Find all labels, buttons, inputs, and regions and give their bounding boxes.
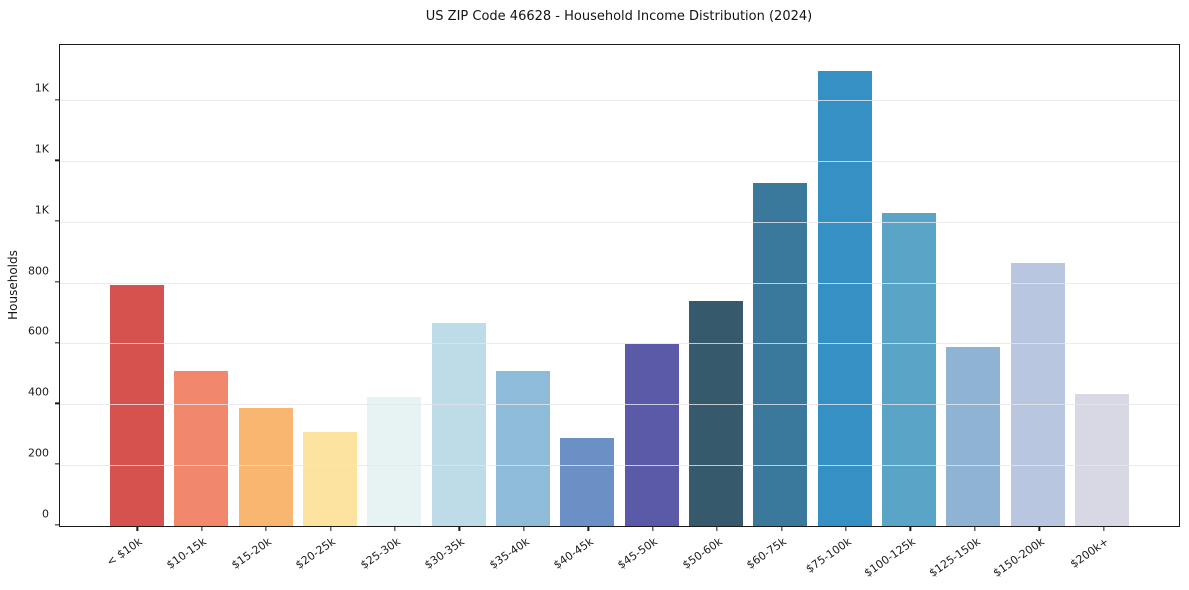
x-tick-mark [201, 526, 203, 531]
x-tick-mark [1038, 526, 1040, 531]
bar [946, 346, 1001, 526]
bar-slot [748, 45, 812, 526]
x-tick-label: $10-15k [164, 535, 210, 572]
bar-slot [941, 45, 1005, 526]
bar-slot [427, 45, 491, 526]
x-tick-mark [587, 526, 589, 531]
gridline [60, 464, 1179, 466]
x-tick-mark [780, 526, 783, 531]
x-tick-mark [394, 526, 396, 531]
x-tick-mark [329, 526, 332, 531]
y-tick-mark [55, 98, 60, 101]
bar [431, 322, 486, 526]
bar-slot [620, 45, 684, 526]
y-tick-label: 1K [34, 81, 49, 95]
y-tick-label: 1K [34, 142, 49, 156]
bar-slot [555, 45, 619, 526]
y-tick-label: 200 [28, 446, 49, 460]
x-tick-label: $150-200k [990, 535, 1047, 580]
bar-slot [812, 45, 876, 526]
gridline [60, 343, 1179, 345]
gridline [60, 282, 1179, 284]
x-tick-mark [909, 526, 912, 531]
bar-slot [1070, 45, 1134, 526]
bar [688, 301, 743, 526]
x-tick-mark [523, 526, 525, 531]
y-tick-mark [55, 281, 60, 283]
bar [303, 431, 358, 526]
bar [496, 371, 551, 526]
bars-area [105, 45, 1134, 526]
x-tick-label: $60-75k [744, 535, 790, 572]
bar-slot [362, 45, 426, 526]
x-tick-label: $50-60k [680, 535, 725, 572]
x-tick-label: $75-100k [803, 535, 854, 576]
x-tick-label: $200k+ [1068, 535, 1112, 571]
bar [753, 182, 808, 526]
y-tick-mark [55, 341, 60, 344]
y-tick-label: 0 [42, 507, 49, 520]
bar-slot [491, 45, 555, 526]
y-tick-mark [55, 220, 60, 222]
bar-slot [105, 45, 169, 526]
x-tick-mark [265, 526, 267, 531]
x-tick-label: $100-125k [861, 535, 918, 580]
y-axis-label: Households [6, 250, 20, 320]
x-tick-label: $35-40k [486, 535, 532, 572]
x-tick-label: < $10k [104, 535, 145, 569]
y-tick-label: 600 [28, 324, 49, 338]
bar [817, 70, 872, 526]
y-tick-label: 1K [34, 203, 49, 217]
x-tick-label: $20-25k [293, 535, 338, 572]
bar [1074, 393, 1129, 526]
plot-area: 0 200 400 600 800 1K 1K 1K < $10k $10-15k $15-20k $… [28, 44, 1180, 580]
gridline [60, 100, 1179, 102]
bar [110, 284, 165, 526]
x-tick-label: $30-35k [422, 535, 467, 572]
x-tick-label: $45-50k [615, 535, 661, 572]
bar [560, 437, 615, 526]
bar-slot [298, 45, 362, 526]
x-tick-mark [136, 526, 138, 531]
bar [624, 344, 679, 526]
y-tick-mark [55, 463, 60, 465]
bar [174, 371, 229, 526]
bar [367, 396, 422, 526]
y-tick-label: 400 [28, 385, 49, 399]
bar-slot [169, 45, 233, 526]
bar-slot [684, 45, 748, 526]
x-tick-label: $125-150k [926, 535, 983, 580]
x-tick-mark [1103, 526, 1105, 531]
x-tick-mark [845, 526, 847, 531]
bar-slot [877, 45, 941, 526]
bar [881, 213, 936, 526]
bar-slot [234, 45, 298, 526]
x-tick-label: $15-20k [228, 535, 274, 572]
bar-slot [1005, 45, 1069, 526]
gridline [60, 161, 1179, 163]
y-tick-label: 800 [28, 264, 49, 278]
chart-title: US ZIP Code 46628 - Household Income Dis… [425, 9, 813, 24]
y-tick-mark [55, 524, 60, 526]
bar [1010, 263, 1065, 526]
gridline [60, 221, 1179, 223]
bar [238, 407, 293, 526]
x-tick-mark [458, 526, 461, 531]
y-tick-mark [55, 159, 60, 161]
y-tick-mark [55, 402, 60, 404]
x-tick-mark [652, 526, 654, 531]
gridline [60, 404, 1179, 406]
x-tick-mark [974, 526, 976, 531]
x-tick-mark [716, 526, 718, 531]
x-tick-label: $25-30k [357, 535, 403, 572]
x-tick-label: $40-45k [551, 535, 596, 572]
